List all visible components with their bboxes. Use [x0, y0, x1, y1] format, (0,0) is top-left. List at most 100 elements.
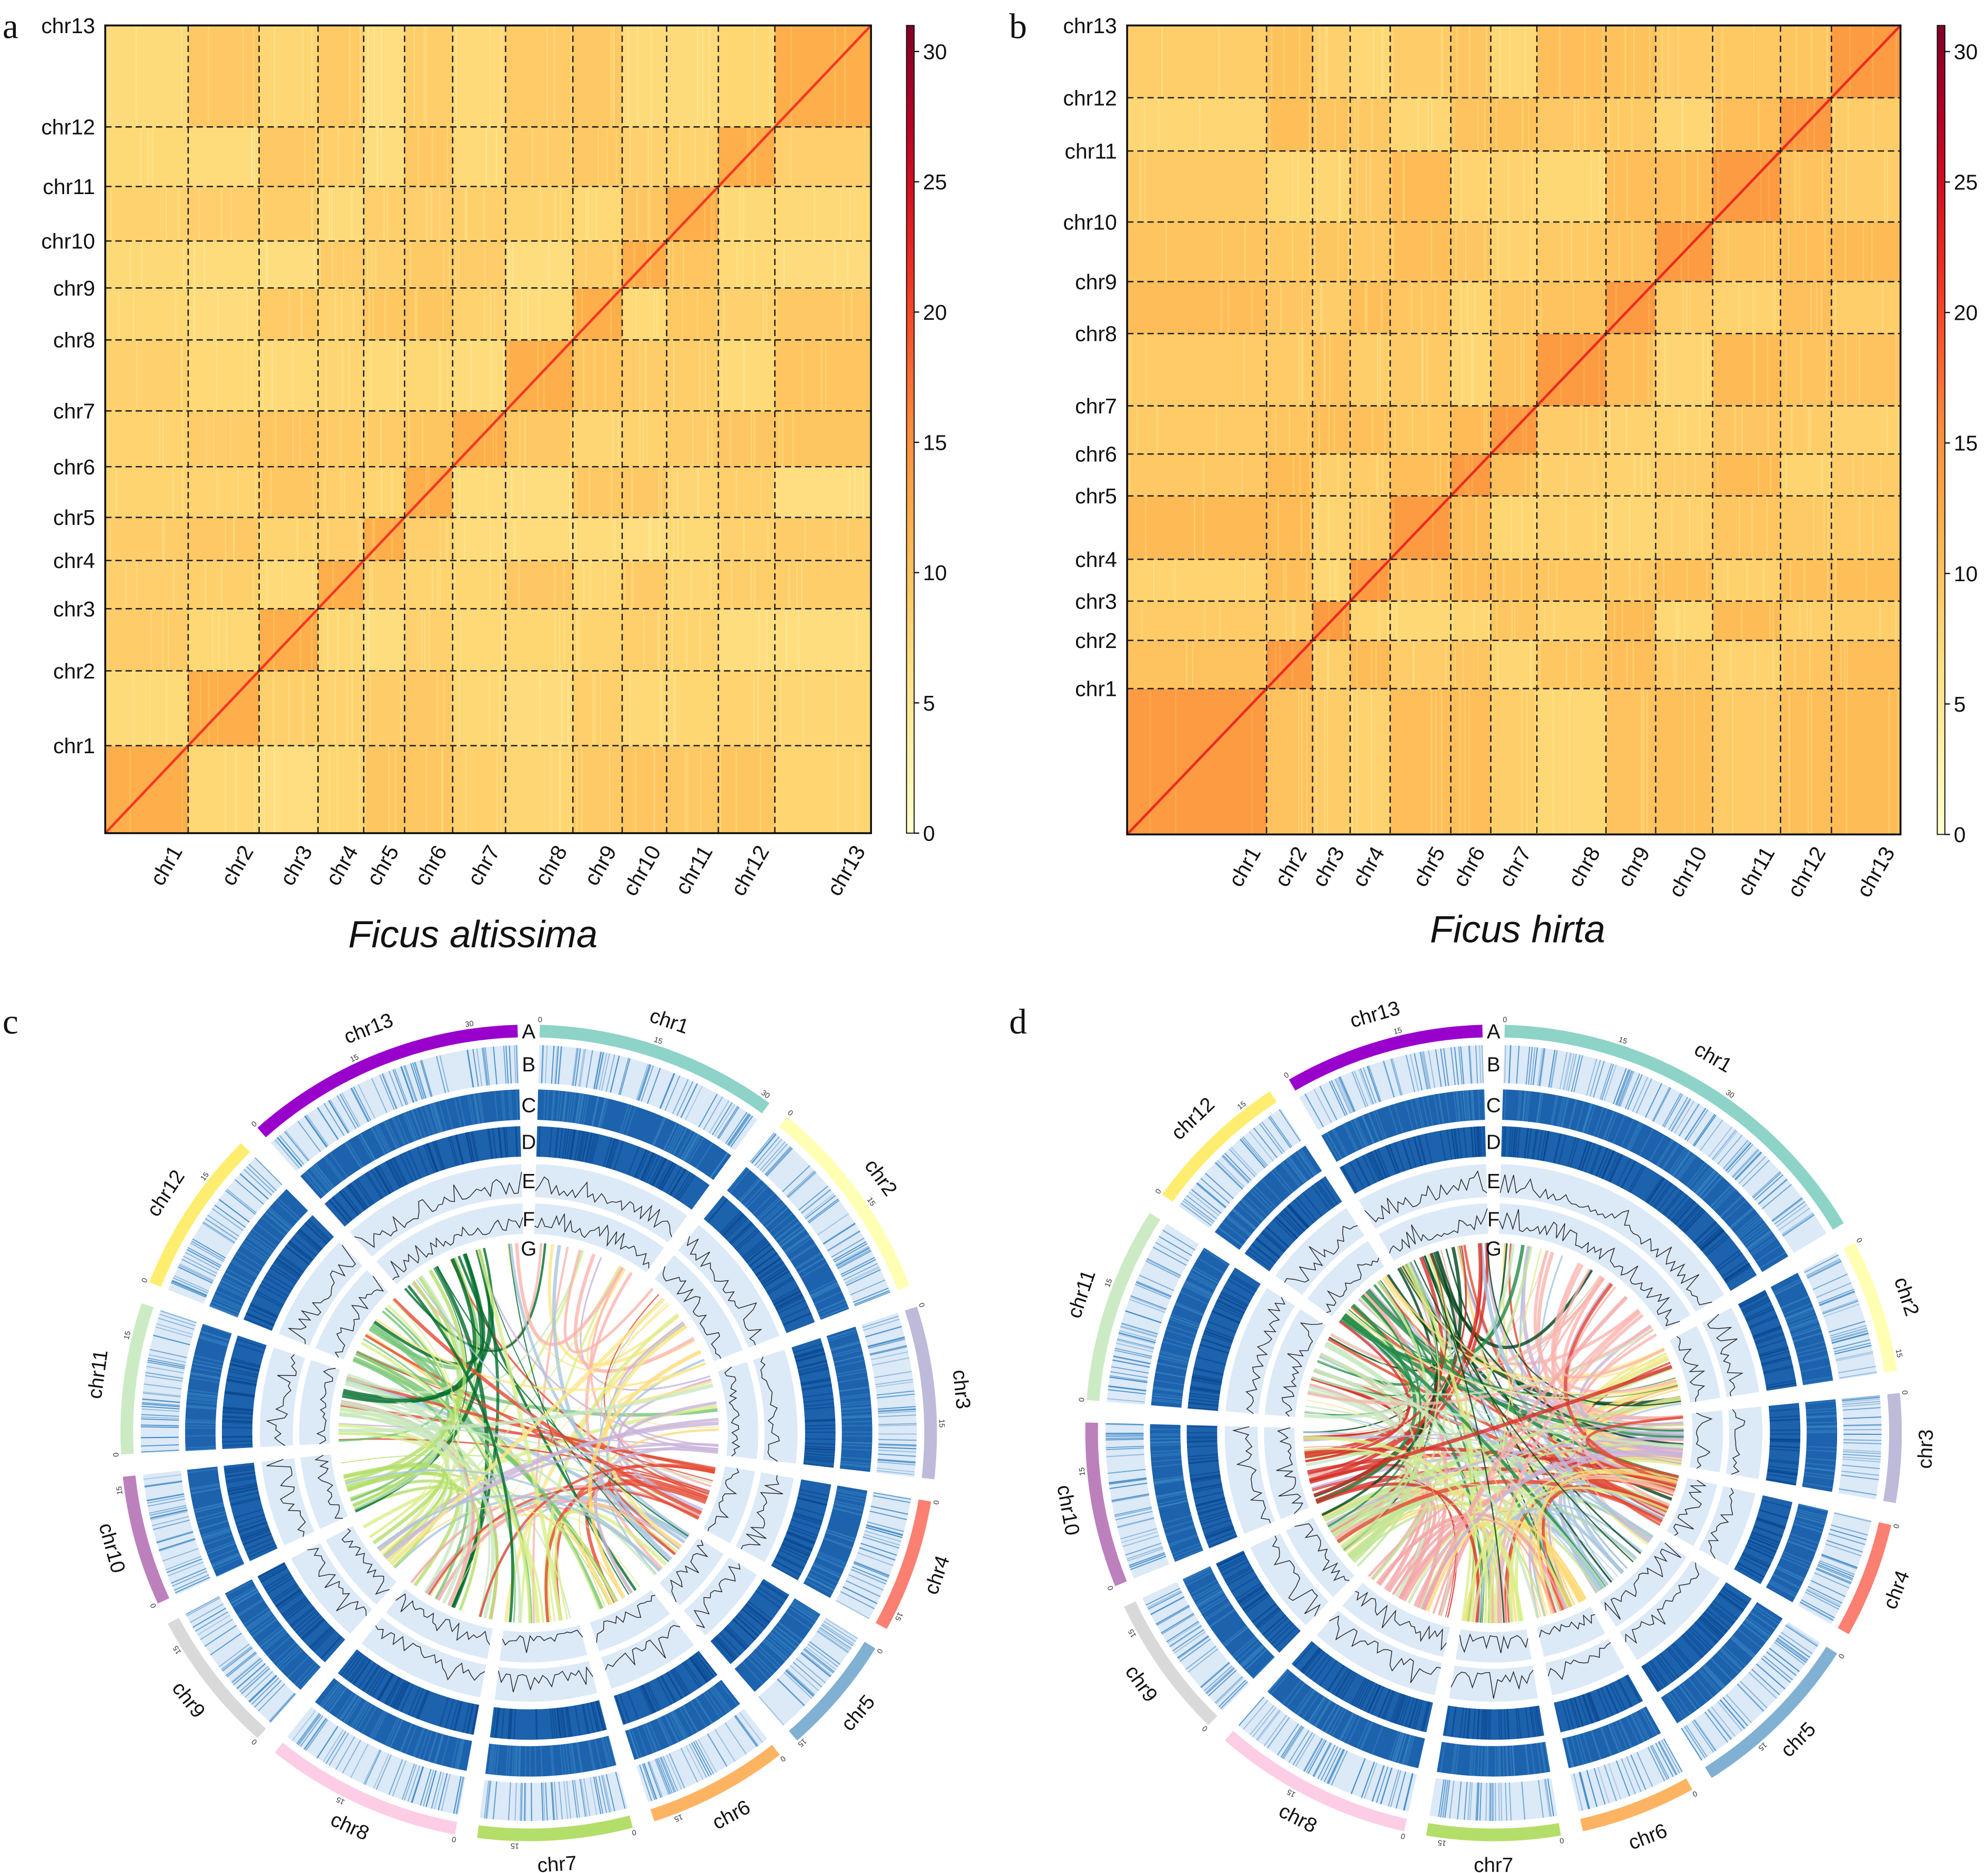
heatmap-stripe [490, 517, 491, 561]
density-stripe [841, 1444, 873, 1447]
density-stripe [491, 1744, 496, 1775]
chromosome-label: chr8 [1275, 1799, 1321, 1837]
density-stripe [342, 1739, 361, 1774]
heatmap-stripe [1219, 601, 1221, 641]
heatmap-cell [1780, 151, 1832, 222]
density-stripe [1799, 1602, 1834, 1621]
heatmap-cell [404, 288, 453, 340]
density-stripe [141, 1414, 179, 1417]
density-stripe [1193, 1491, 1224, 1500]
density-stripe [657, 1717, 672, 1746]
heatmap-stripe [1454, 640, 1456, 689]
density-stripe [1105, 1447, 1144, 1451]
density-stripe [1259, 1123, 1283, 1155]
density-stripe [1368, 1065, 1382, 1102]
heatmap-stripe [336, 745, 338, 834]
density-stripe [807, 1198, 839, 1222]
density-stripe [1218, 1555, 1246, 1570]
density-stripe [804, 1455, 835, 1460]
density-stripe [1105, 1447, 1144, 1450]
y-tick-label: chr9 [53, 276, 95, 300]
heatmap-stripe [848, 467, 850, 518]
density-stripe [190, 1487, 221, 1494]
chromosome-label: chr12 [1167, 1093, 1219, 1145]
heatmap-cell [363, 609, 405, 672]
density-stripe [1679, 1206, 1701, 1230]
density-stripe [1693, 1673, 1713, 1698]
density-stripe [1751, 1532, 1780, 1544]
heatmap-stripe [1392, 25, 1394, 98]
chromosome-ideogram [788, 1642, 876, 1741]
snp-density-track [300, 1454, 348, 1529]
density-stripe [1658, 1741, 1677, 1776]
synteny-link [338, 1432, 538, 1623]
chromosome-label: chr9 [1121, 1661, 1162, 1706]
density-stripe [1409, 1698, 1419, 1728]
density-stripe [233, 1659, 263, 1685]
density-stripe [562, 1128, 567, 1159]
density-stripe [340, 1651, 360, 1676]
density-stripe [1183, 1284, 1212, 1299]
density-stripe [1173, 1545, 1202, 1558]
density-stripe [1256, 1709, 1280, 1740]
synteny-link [579, 1503, 677, 1607]
density-stripe [1618, 1679, 1633, 1707]
heatmap-stripe [373, 517, 376, 561]
density-stripe [388, 1159, 403, 1188]
density-stripe [500, 1090, 504, 1121]
density-stripe [1600, 1727, 1612, 1756]
heatmap-cell [573, 411, 623, 468]
density-stripe [1192, 1376, 1222, 1383]
line-plot [534, 1213, 650, 1269]
heatmap-stripe [1391, 559, 1392, 601]
synteny-link [450, 1316, 680, 1607]
density-stripe [703, 1692, 722, 1718]
axis-tick-label: 15 [511, 1841, 520, 1850]
density-stripe [1612, 1115, 1626, 1144]
density-stripe [1678, 1685, 1698, 1710]
heatmap-cell [188, 560, 260, 610]
density-stripe [1802, 1482, 1833, 1489]
heatmap-stripe [1441, 25, 1443, 98]
density-stripe [1223, 1286, 1251, 1302]
density-stripe [1684, 1108, 1706, 1140]
density-stripe [1351, 1071, 1367, 1108]
density-stripe [246, 1312, 275, 1325]
density-stripe [1167, 1324, 1196, 1335]
density-stripe [810, 1284, 839, 1299]
density-stripe [727, 1167, 748, 1192]
density-stripe [1295, 1733, 1316, 1767]
heatmap-stripe [699, 609, 701, 671]
density-stripe [468, 1132, 475, 1162]
density-stripe [866, 1524, 904, 1536]
heatmap-cell [259, 517, 319, 561]
density-stripe [328, 1733, 349, 1766]
axis-tick-label: 0 [1400, 1831, 1406, 1840]
heatmap-stripe [447, 127, 449, 187]
density-stripe [1262, 1230, 1286, 1251]
heatmap-stripe [1149, 689, 1151, 835]
heatmap-stripe [292, 340, 294, 411]
density-stripe [1807, 1259, 1841, 1278]
density-stripe [666, 1124, 681, 1152]
density-stripe [1798, 1503, 1829, 1512]
density-stripe [285, 1246, 310, 1265]
density-stripe [1216, 1299, 1245, 1314]
density-stripe [1178, 1636, 1210, 1659]
density-stripe [1371, 1151, 1384, 1180]
density-stripe [1324, 1705, 1341, 1733]
density-stripe [1517, 1708, 1522, 1739]
density-stripe [1701, 1230, 1725, 1252]
density-stripe [386, 1119, 400, 1148]
density-stripe [1641, 1665, 1659, 1692]
heatmap-stripe [1607, 559, 1609, 601]
density-stripe [595, 1776, 604, 1814]
density-stripe [645, 1683, 660, 1712]
density-stripe [1635, 1712, 1650, 1739]
density-stripe [308, 1219, 331, 1241]
heatmap-stripe [1506, 406, 1508, 454]
density-stripe [1645, 1663, 1664, 1689]
density-stripe [1421, 1051, 1429, 1089]
density-stripe [1744, 1619, 1769, 1639]
heatmap-stripe [1647, 333, 1649, 406]
